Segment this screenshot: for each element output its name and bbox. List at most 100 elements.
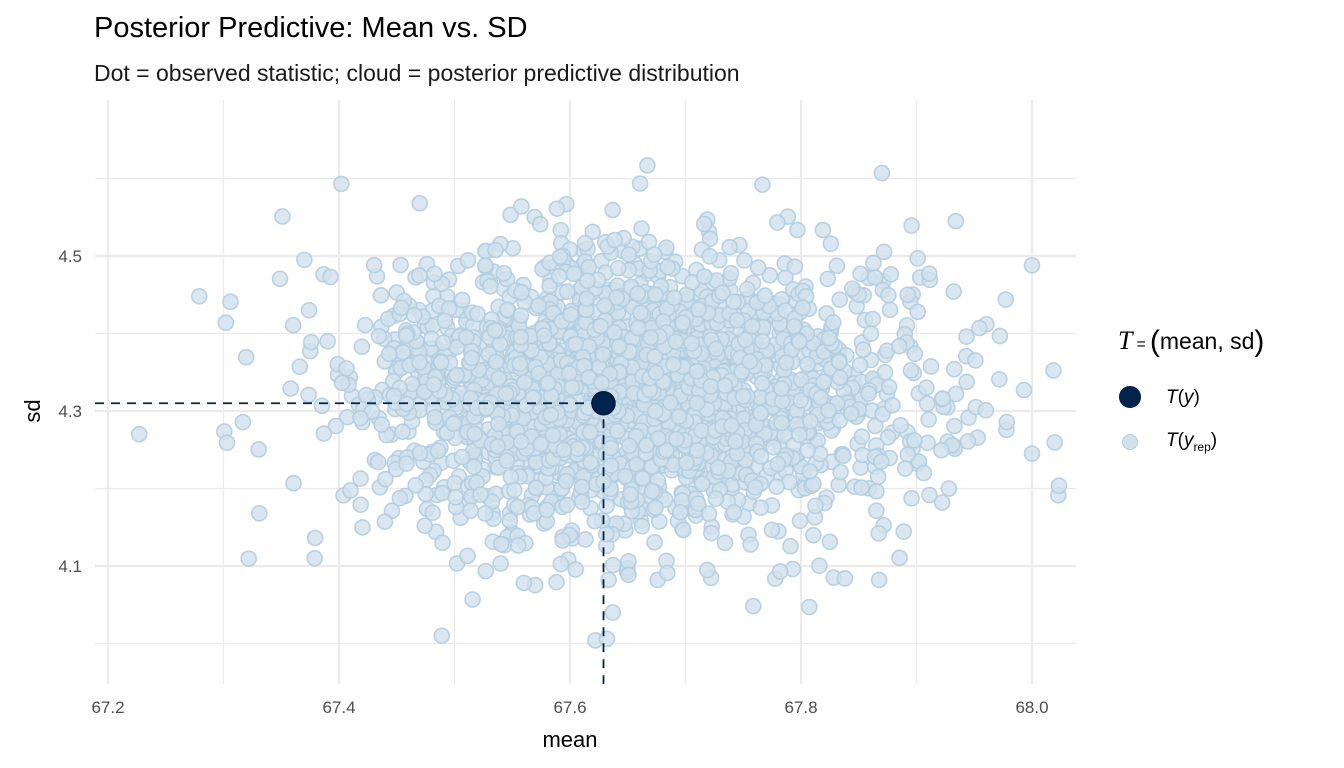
replicated-point — [631, 175, 649, 192]
replicated-point — [872, 453, 890, 470]
replicated-point — [947, 212, 965, 230]
replicated-point — [550, 267, 568, 285]
replicated-point — [1023, 445, 1041, 462]
replicated-point — [792, 392, 809, 409]
observed-marker-icon — [1119, 386, 1141, 408]
replicated-point — [906, 345, 924, 363]
replicated-point — [754, 176, 771, 193]
replicated-point — [864, 310, 882, 328]
replicated-point — [633, 517, 651, 535]
replicated-point — [791, 333, 808, 351]
replicated-point — [512, 433, 530, 451]
replicated-point — [634, 470, 652, 487]
replicated-point — [639, 157, 656, 174]
replicated-point — [217, 314, 235, 331]
replicated-point — [370, 327, 388, 345]
replicated-point — [977, 401, 995, 419]
replicated-point — [569, 440, 586, 458]
replicated-point — [749, 259, 767, 276]
x-tick-label: 67.4 — [322, 698, 355, 717]
replicated-point — [869, 468, 887, 486]
replicated-point — [616, 467, 634, 485]
replicated-point — [489, 438, 507, 455]
replicated-point — [881, 301, 899, 319]
replicated-point — [674, 521, 692, 539]
replicated-point — [462, 502, 479, 519]
replicated-point — [659, 258, 676, 276]
replicated-point — [646, 348, 664, 365]
replicated-point — [594, 345, 612, 363]
replicated-point — [752, 499, 770, 516]
replicated-point — [629, 285, 647, 303]
replicated-point — [352, 409, 369, 427]
replicated-point — [880, 286, 897, 304]
replicated-point — [799, 442, 816, 459]
replicated-point — [459, 547, 476, 565]
replicated-point — [868, 483, 885, 500]
replicated-point — [453, 448, 471, 466]
replicated-point — [333, 374, 351, 392]
replicated-point — [763, 521, 781, 539]
replicated-point — [852, 265, 869, 283]
replicated-point — [580, 258, 597, 276]
replicated-point — [391, 489, 409, 507]
replicated-point — [586, 512, 604, 530]
replicated-point — [637, 437, 655, 454]
replicated-point — [457, 328, 475, 346]
replicated-point — [465, 458, 483, 476]
replicated-point — [490, 370, 508, 387]
replicated-point — [657, 442, 675, 459]
replicated-point — [884, 397, 901, 414]
replicated-point — [609, 422, 626, 440]
replicated-point — [490, 415, 507, 433]
replicated-point — [469, 305, 486, 323]
replicated-point — [530, 297, 547, 314]
replicated-point — [629, 319, 647, 337]
replicated-point — [373, 416, 390, 433]
replicated-point — [647, 499, 664, 516]
replicated-point — [689, 495, 707, 512]
replicated-point — [477, 562, 494, 580]
replicated-point — [830, 353, 848, 371]
replicated-point — [879, 428, 897, 446]
replicated-point — [393, 299, 410, 317]
replicated-point — [250, 441, 267, 458]
replicated-point — [835, 447, 852, 465]
replicated-point — [476, 505, 494, 522]
replicated-point — [851, 356, 869, 374]
replicated-point — [831, 291, 849, 308]
replicated-point — [313, 397, 331, 415]
x-tick-label: 67.6 — [553, 698, 586, 717]
legend-title-args: mean, sd — [1159, 328, 1255, 354]
replicated-point — [716, 377, 734, 394]
legend-title-eq: = — [1136, 336, 1146, 353]
replicated-point — [555, 441, 573, 459]
replicated-point — [824, 314, 842, 331]
replicated-point — [448, 366, 466, 384]
replicated-point — [426, 409, 444, 426]
replicated-point — [699, 561, 716, 579]
replicated-point — [558, 283, 576, 300]
legend-key-observed — [1118, 383, 1154, 413]
replicated-point — [967, 352, 984, 369]
replicated-point — [524, 389, 542, 407]
replicated-point — [291, 358, 309, 376]
replicated-point — [405, 306, 423, 324]
y-axis-title: sd — [20, 399, 45, 422]
replicated-point — [398, 455, 415, 472]
replicated-point — [512, 307, 530, 324]
replicated-point — [991, 327, 1009, 345]
replicated-point — [920, 411, 937, 428]
replicated-point — [610, 338, 628, 355]
replicated-point — [557, 472, 575, 490]
replicated-point — [380, 345, 398, 363]
replicated-point — [424, 504, 441, 522]
replicated-point — [811, 557, 828, 574]
legend-label-arg: y — [1183, 387, 1194, 408]
replicated-point — [459, 252, 477, 269]
replicated-point — [498, 452, 516, 470]
replicated-point — [365, 256, 383, 274]
replicated-point — [411, 353, 429, 371]
replicated-point — [567, 561, 584, 578]
replicated-point — [670, 408, 688, 425]
